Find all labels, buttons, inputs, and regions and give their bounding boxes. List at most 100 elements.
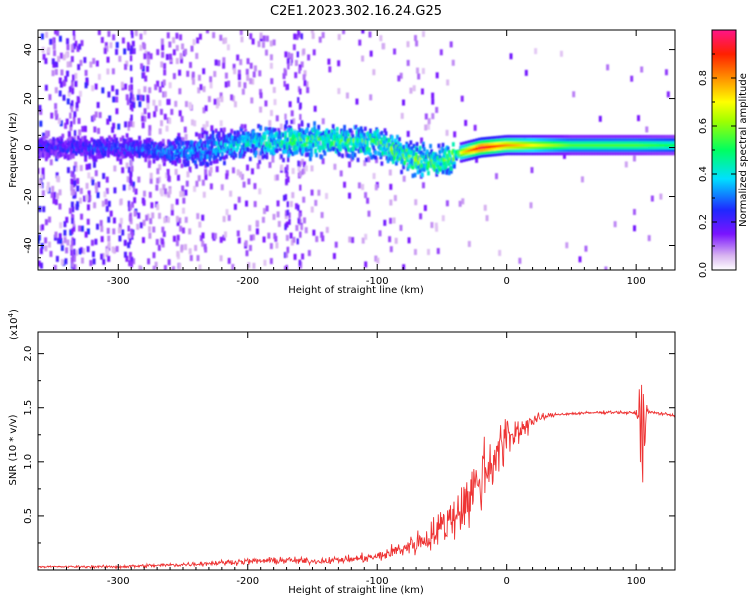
heatmap-cell-586 [439,49,443,56]
heatmap-cell-692 [424,124,428,131]
heatmap-cell-4210 [586,138,590,142]
heatmap-cell-4071 [534,134,539,139]
heatmap-cell-4030 [521,152,526,156]
heatmap-cell-2829 [371,140,374,145]
heatmap-cell-884 [131,121,135,128]
heatmap-cell-65 [318,36,322,43]
heatmap-cell-578 [49,250,53,257]
heatmap-cell-306 [307,54,311,61]
heatmap-cell-4343 [635,138,640,142]
heatmap-cell-3096 [427,170,430,176]
heatmap-cell-1252 [44,139,48,145]
heatmap-cell-1620 [120,146,124,151]
heatmap-cell-4008 [511,134,515,139]
heatmap-cell-140 [314,136,318,143]
heatmap-cell-991 [161,238,165,245]
heatmap-cell-835 [290,53,294,60]
heatmap-cell-1747 [147,154,151,159]
heatmap-cell-67 [40,174,44,181]
heatmap-cell-88 [109,210,113,217]
heatmap-cell-2299 [261,154,265,160]
heatmap-cell-812 [76,96,80,103]
heatmap-cell-4241 [599,148,603,153]
heatmap-cell-2160 [232,155,236,160]
heatmap-cell-208 [269,54,273,61]
heatmap-cell-4110 [550,143,554,147]
heatmap-cell-1104 [298,259,302,266]
heatmap-cell-656 [306,87,310,94]
heatmap-cell-855 [82,248,86,255]
heatmap-cell-4334 [633,143,637,147]
heatmap-cell-1046 [288,212,291,219]
heatmap-cell-2977 [402,164,406,170]
heatmap-cell-3917 [477,137,482,141]
heatmap-cell-4012 [514,143,518,147]
heatmap-cell-2583 [320,132,324,137]
heatmap-cell-757 [224,72,228,79]
heatmap-cell-1105 [296,238,299,245]
heatmap-cell-516 [75,204,79,211]
heatmap-cell-781 [111,126,115,133]
heatmap-cell-1475 [90,137,94,142]
heatmap-cell-230 [162,91,166,98]
heatmap-cell-3989 [506,148,510,153]
heatmap-cell-428 [165,54,169,61]
heatmap-cell-2254 [252,144,255,149]
heatmap-cell-2526 [309,156,312,162]
heatmap-cell-4053 [529,146,533,150]
heatmap-cell-2449 [292,133,296,139]
heatmap-cell-3220 [451,148,455,154]
heatmap-cell-3972 [498,138,502,142]
heatmap-cell-445 [430,222,434,229]
heatmap-cell-1000 [158,212,162,219]
heatmap-cell-569 [236,230,240,237]
heatmap-cell-3884 [467,154,471,158]
heatmap-cell-2706 [346,153,350,158]
heatmap-cell-147 [147,161,151,168]
heatmap-cell-889 [54,87,58,94]
heatmap-cell-4174 [573,140,577,145]
heatmap-cell-879 [53,50,57,57]
heatmap-cell-3167 [441,164,445,170]
heatmap-cell-68 [39,262,43,269]
heatmap-cell-2006 [201,148,205,154]
heatmap-cell-1188 [70,240,74,247]
heatmap-cell-80 [44,237,48,244]
heatmap-cell-950 [145,214,149,221]
heatmap-cell-2684 [341,153,344,159]
heatmap-cell-4129 [558,148,562,153]
heatmap-cell-2645 [332,130,336,135]
heatmap-cell-3976 [501,146,505,150]
heatmap-cell-4061 [532,143,536,147]
heatmap-cell-277 [202,107,206,114]
spectrogram-y-tick-label-3: 20 [23,92,34,105]
heatmap-cell-1812 [160,155,164,160]
heatmap-cell-1270 [47,145,51,151]
heatmap-cell-1570 [110,137,113,142]
heatmap-cell-4092 [542,134,546,139]
heatmap-cell-4119 [552,138,557,142]
heatmap-cell-1939 [186,160,190,165]
heatmap-cell-61 [222,234,226,241]
heatmap-cell-221 [78,225,82,232]
heatmap-cell-3922 [480,143,484,147]
heatmap-cell-2372 [276,142,280,147]
heatmap-cell-1166 [73,174,76,181]
heatmap-cell-2522 [307,131,311,136]
heatmap-cell-4068 [534,143,539,147]
heatmap-cell-806 [178,263,182,270]
heatmap-cell-901 [66,239,70,246]
heatmap-cell-2368 [275,148,279,153]
heatmap-cell-4393 [653,134,658,139]
heatmap-cell-711 [292,118,296,125]
heatmap-cell-1538 [103,148,107,154]
heatmap-cell-3977 [501,143,505,148]
heatmap-cell-289 [152,252,156,259]
heatmap-cell-4047 [527,143,531,147]
heatmap-cell-2465 [295,149,299,155]
heatmap-cell-455 [364,134,368,141]
heatmap-cell-3230 [455,156,458,161]
heatmap-cell-75 [142,219,146,226]
heatmap-cell-2487 [300,128,304,133]
heatmap-cell-2780 [360,129,364,134]
